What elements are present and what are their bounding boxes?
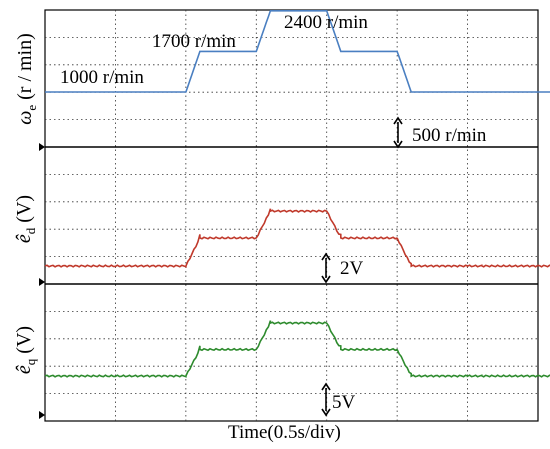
ground-marker <box>39 143 45 151</box>
panel-2-ylabel: êd (V) <box>13 194 38 244</box>
panel-3-ylabel: êq (V) <box>13 325 38 375</box>
label-5v-scale: 5V <box>332 392 356 413</box>
scale-arrow-500rpm-head-top <box>393 116 403 125</box>
label-1700rpm: 1700 r/min <box>152 31 236 52</box>
series-line-panel-2 <box>44 208 550 268</box>
scale-arrow-5v-head-top <box>321 382 331 391</box>
x-axis-label: Time(0.5s/div) <box>228 422 341 443</box>
label-1000rpm: 1000 r/min <box>60 67 144 88</box>
panel-1-ylabel: ωe (r / min) <box>14 33 39 125</box>
ground-marker <box>39 411 45 419</box>
ground-marker <box>39 278 45 286</box>
scale-arrow-2v-head-bottom <box>321 275 331 284</box>
label-500rpm-scale: 500 r/min <box>412 125 487 146</box>
scale-arrow-500rpm-head-bottom <box>393 140 403 149</box>
scale-arrow-2v-head-top <box>321 252 331 261</box>
label-2400rpm: 2400 r/min <box>284 12 368 33</box>
scale-arrow-5v-head-bottom <box>321 408 331 417</box>
series-line-panel-3 <box>44 320 550 378</box>
series-line-panel-1 <box>45 10 550 93</box>
label-2v-scale: 2V <box>340 258 364 279</box>
